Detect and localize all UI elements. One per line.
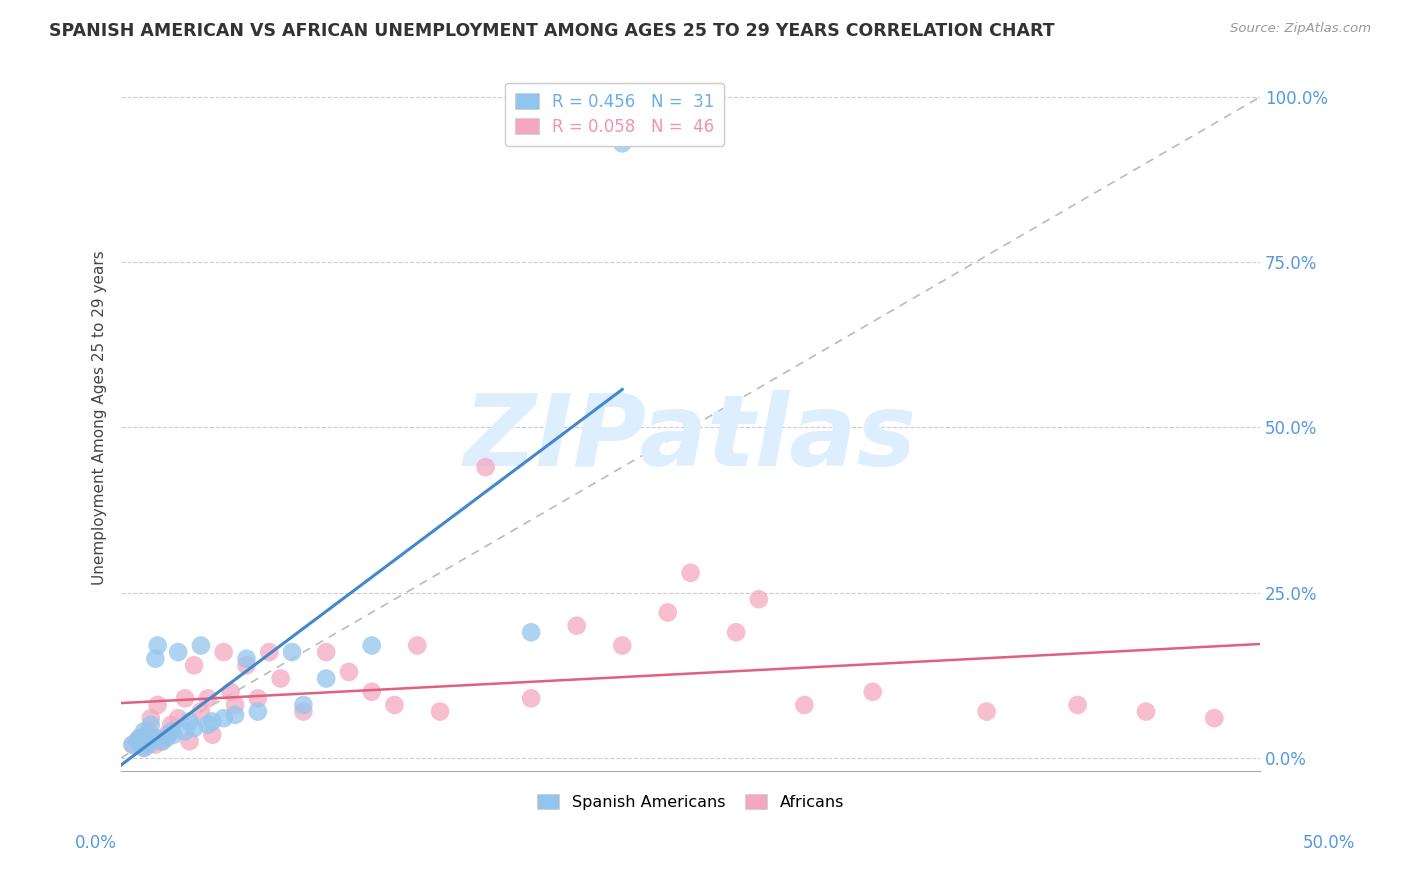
Point: [429, 705, 451, 719]
Point: [257, 645, 280, 659]
Point: [212, 711, 235, 725]
Point: [197, 691, 219, 706]
Point: [520, 625, 543, 640]
Point: [139, 711, 162, 725]
Point: [121, 738, 143, 752]
Point: [679, 566, 702, 580]
Text: Source: ZipAtlas.com: Source: ZipAtlas.com: [1230, 22, 1371, 36]
Point: [145, 738, 167, 752]
Point: [612, 639, 634, 653]
Point: [976, 705, 998, 719]
Point: [292, 698, 315, 712]
Point: [246, 705, 269, 719]
Point: [183, 658, 205, 673]
Point: [138, 724, 160, 739]
Point: [150, 734, 173, 748]
Point: [127, 734, 149, 748]
Point: [132, 740, 155, 755]
Point: [167, 711, 190, 725]
Point: [235, 651, 257, 665]
Point: [201, 728, 224, 742]
Point: [315, 645, 337, 659]
Legend: Spanish Americans, Africans: Spanish Americans, Africans: [530, 788, 851, 816]
Point: [139, 718, 162, 732]
Point: [127, 734, 149, 748]
Point: [246, 691, 269, 706]
Point: [179, 734, 201, 748]
Point: [1066, 698, 1088, 712]
Point: [156, 728, 179, 742]
Point: [862, 685, 884, 699]
Point: [281, 645, 304, 659]
Point: [146, 639, 169, 653]
Point: [174, 691, 197, 706]
Point: [1204, 711, 1226, 725]
Point: [224, 698, 246, 712]
Point: [212, 645, 235, 659]
Point: [121, 738, 143, 752]
Text: SPANISH AMERICAN VS AFRICAN UNEMPLOYMENT AMONG AGES 25 TO 29 YEARS CORRELATION C: SPANISH AMERICAN VS AFRICAN UNEMPLOYMENT…: [49, 22, 1054, 40]
Point: [138, 738, 160, 752]
Point: [160, 718, 183, 732]
Point: [360, 639, 382, 653]
Point: [315, 672, 337, 686]
Point: [190, 639, 212, 653]
Point: [201, 714, 224, 729]
Point: [612, 136, 634, 151]
Point: [167, 645, 190, 659]
Point: [174, 724, 197, 739]
Point: [384, 698, 406, 712]
Text: 0.0%: 0.0%: [75, 834, 117, 852]
Point: [179, 714, 201, 729]
Point: [565, 618, 588, 632]
Point: [337, 665, 360, 679]
Point: [1135, 705, 1157, 719]
Point: [183, 721, 205, 735]
Point: [235, 658, 257, 673]
Text: 50.0%: 50.0%: [1302, 834, 1355, 852]
Point: [474, 460, 496, 475]
Point: [160, 724, 183, 739]
Point: [360, 685, 382, 699]
Point: [292, 705, 315, 719]
Point: [270, 672, 292, 686]
Point: [657, 606, 679, 620]
Point: [145, 651, 167, 665]
Point: [128, 731, 150, 745]
Point: [793, 698, 815, 712]
Point: [132, 740, 155, 755]
Point: [197, 718, 219, 732]
Point: [146, 698, 169, 712]
Point: [162, 728, 184, 742]
Point: [406, 639, 429, 653]
Text: ZIPatlas: ZIPatlas: [464, 391, 917, 487]
Point: [156, 731, 179, 745]
Point: [219, 685, 242, 699]
Point: [224, 707, 246, 722]
Point: [190, 705, 212, 719]
Point: [128, 731, 150, 745]
Point: [145, 731, 167, 745]
Point: [725, 625, 748, 640]
Point: [132, 724, 155, 739]
Point: [520, 691, 543, 706]
Y-axis label: Unemployment Among Ages 25 to 29 years: Unemployment Among Ages 25 to 29 years: [93, 250, 107, 585]
Point: [150, 734, 173, 748]
Point: [748, 592, 770, 607]
